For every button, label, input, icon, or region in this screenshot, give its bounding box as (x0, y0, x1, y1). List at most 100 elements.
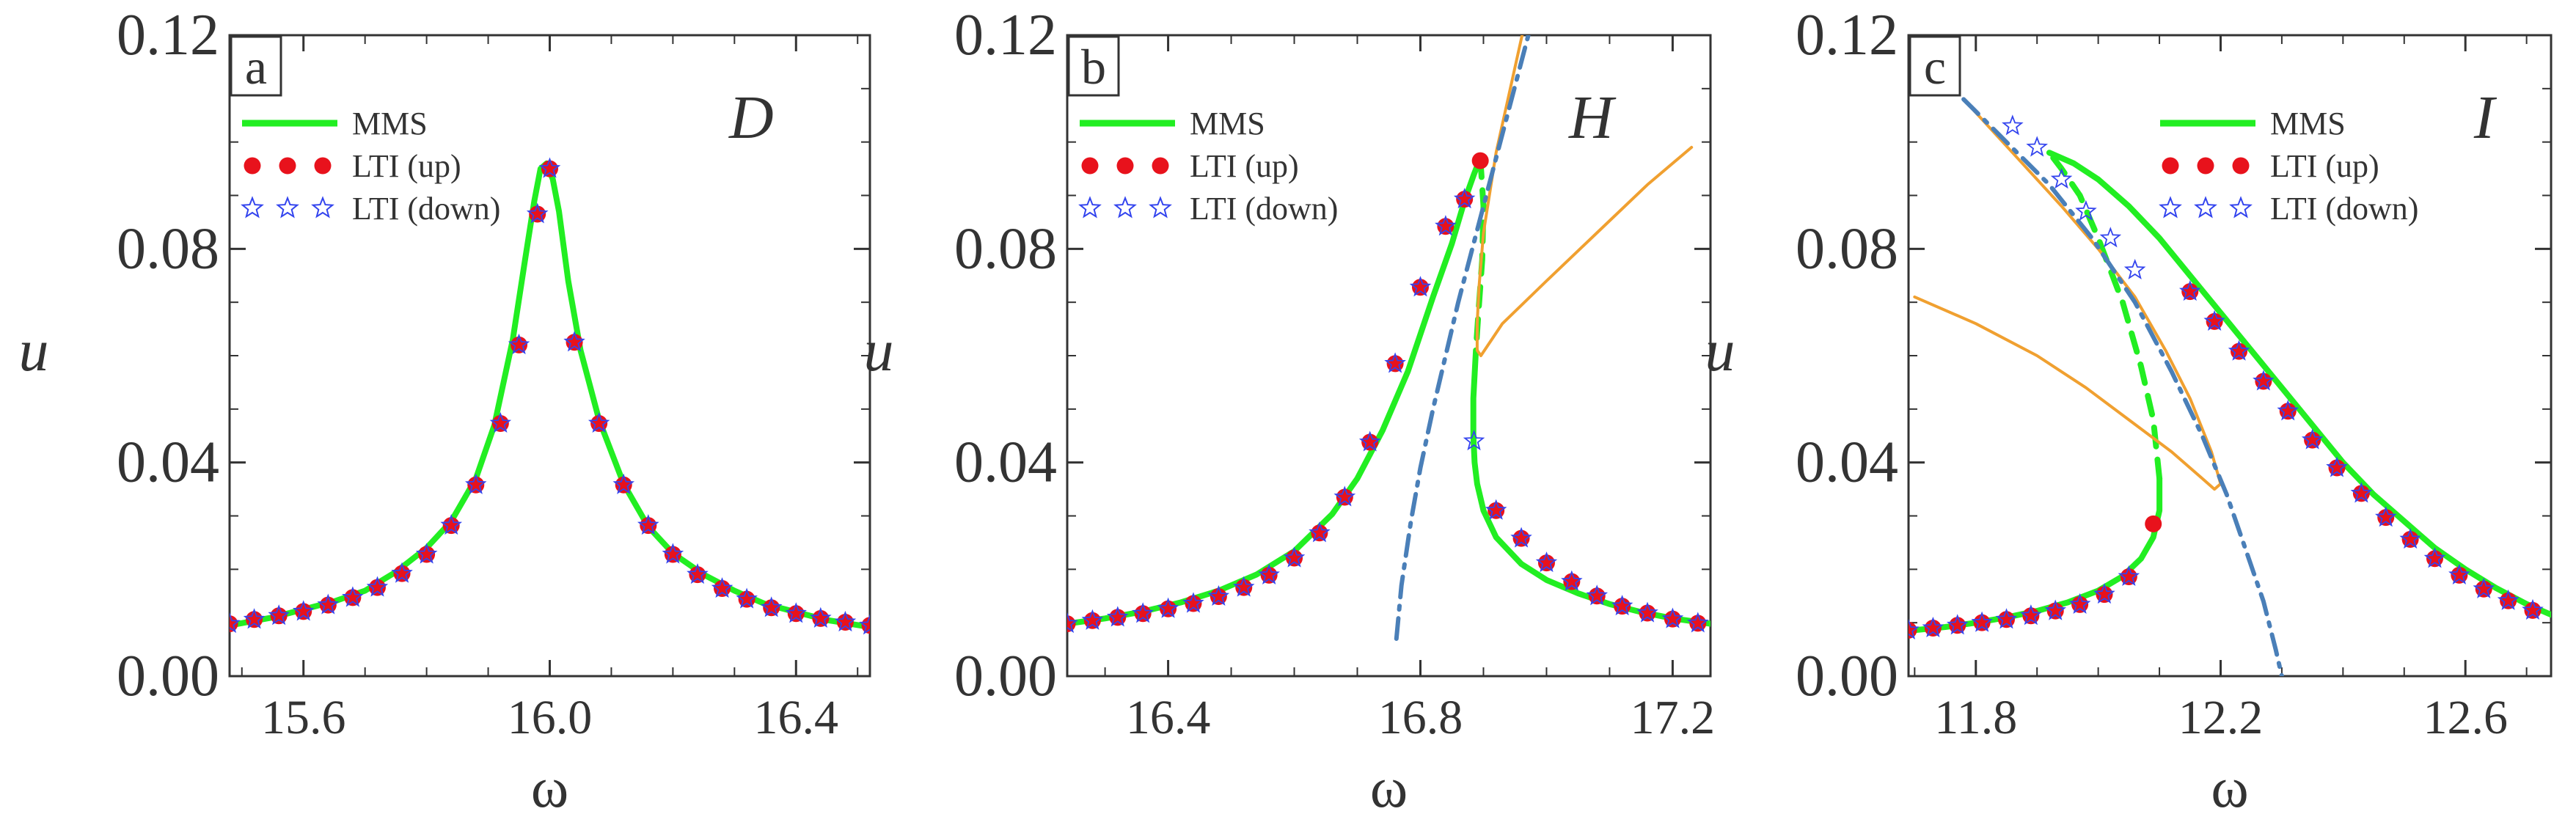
x-tick-label: 11.8 (1934, 691, 2017, 744)
lti-down-point (2075, 199, 2097, 221)
legend-marker-down (1078, 196, 1102, 219)
y-axis-label: u (864, 317, 894, 384)
series-line (1475, 35, 1694, 357)
x-tick-label: 16.0 (508, 691, 593, 744)
panel-label-box (1067, 35, 1120, 97)
x-tick-label: 16.8 (1378, 691, 1463, 744)
series-line (1394, 35, 1531, 641)
legend-marker-up (1116, 157, 1134, 175)
lti-down-point (859, 614, 870, 635)
x-axis-label: ω (531, 755, 568, 819)
legend: MMS LTI (up) LTI (down) (2159, 106, 2418, 227)
lti-down-point (465, 473, 487, 494)
lti-down-point (2099, 227, 2122, 248)
legend-marker-down (311, 196, 334, 219)
x-tick-label: 15.6 (261, 691, 346, 744)
legend-label: LTI (down) (2270, 191, 2418, 227)
lti-down-point (526, 202, 549, 224)
legend-label: LTI (down) (1190, 191, 1338, 227)
lti-down-point (834, 610, 857, 632)
lti-down-point (538, 157, 561, 178)
lti-down-point (1463, 429, 1485, 451)
lti-down-point (1309, 521, 1331, 543)
lti-down-point (662, 543, 684, 564)
plot-area (1909, 97, 2551, 676)
y-axis-label: u (1705, 317, 1735, 384)
legend-marker-up (2197, 157, 2214, 175)
y-tick-label: 0.00 (1796, 644, 1898, 708)
y-tick-label: 0.08 (954, 216, 1057, 281)
lti-down-point (2399, 527, 2421, 549)
lti-down-point (1207, 584, 1230, 606)
case-label: D (728, 84, 774, 152)
lti-down-point (2118, 565, 2140, 587)
series-line (1067, 155, 1484, 627)
lti-down-point (243, 608, 266, 629)
lti-down-point (760, 596, 783, 617)
y-tick-label: 0.12 (954, 3, 1057, 67)
y-tick-label: 0.04 (117, 430, 219, 495)
plot-frame (1066, 34, 1712, 678)
lti-down-point (2020, 604, 2042, 626)
legend-label: LTI (up) (1190, 148, 1299, 184)
legend-label: LTI (down) (352, 191, 500, 227)
legend-marker-up (1152, 157, 1169, 175)
lti-down-point (810, 606, 832, 628)
lti-down-point (2123, 258, 2146, 280)
lti-down-point (2253, 370, 2275, 391)
lti-down-point (711, 577, 733, 598)
lti-down-point (1611, 595, 1633, 616)
lti-down-point (2473, 577, 2495, 598)
lti-down-point (2350, 482, 2373, 503)
legend-label: MMS (2270, 106, 2346, 142)
lti-up-point (2145, 515, 2162, 532)
legend-marker-down (2159, 196, 2182, 219)
lti-down-point (2044, 599, 2067, 620)
legend-marker-down (2194, 196, 2217, 219)
legend-marker-up (2162, 157, 2179, 175)
x-axis-label: ω (1370, 755, 1408, 819)
y-tick-label: 0.04 (954, 430, 1057, 495)
lti-down-point (637, 514, 659, 535)
lti-down-point (489, 411, 512, 433)
lti-down-point (1971, 611, 1993, 632)
legend-marker-up (314, 157, 332, 175)
lti-down-point (342, 586, 364, 607)
lti-down-point (2326, 456, 2348, 477)
legend-marker-down (1113, 196, 1137, 219)
y-tick-label: 0.08 (117, 216, 219, 281)
y-tick-label: 0.08 (1796, 216, 1898, 281)
panel-label-box (1909, 35, 1961, 97)
x-tick-label: 12.6 (2423, 691, 2508, 744)
lti-down-point (2026, 136, 2049, 157)
lti-down-point (1561, 570, 1583, 591)
lti-down-point (736, 587, 758, 609)
y-tick-label: 0.00 (117, 644, 219, 708)
lti-down-point (1106, 606, 1129, 627)
lti-down-point (1067, 612, 1078, 634)
legend-label: LTI (up) (352, 148, 461, 184)
lti-down-point (2301, 428, 2324, 450)
lti-down-point (2522, 598, 2544, 620)
case-label: I (2473, 84, 2498, 152)
lti-down-point (2423, 547, 2446, 568)
lti-down-point (2277, 400, 2299, 421)
lti-down-point (1182, 592, 1204, 613)
lti-down-point (1157, 597, 1179, 618)
series-line (230, 160, 870, 630)
lti-down-point (1358, 430, 1381, 452)
legend-marker-down (2229, 196, 2253, 219)
lti-down-point (2050, 168, 2073, 189)
legend-marker-down (241, 196, 264, 219)
legend-marker-down (1149, 196, 1172, 219)
lti-down-point (2497, 589, 2520, 610)
lti-down-point (415, 543, 438, 564)
lti-down-point (2068, 593, 2091, 614)
panel-label: c (1924, 39, 1946, 95)
x-tick-label: 17.2 (1631, 691, 1716, 744)
legend-label: LTI (up) (2270, 148, 2379, 184)
lti-down-point (230, 612, 241, 634)
legend-marker-up (2232, 157, 2250, 175)
lti-down-point (687, 563, 709, 584)
